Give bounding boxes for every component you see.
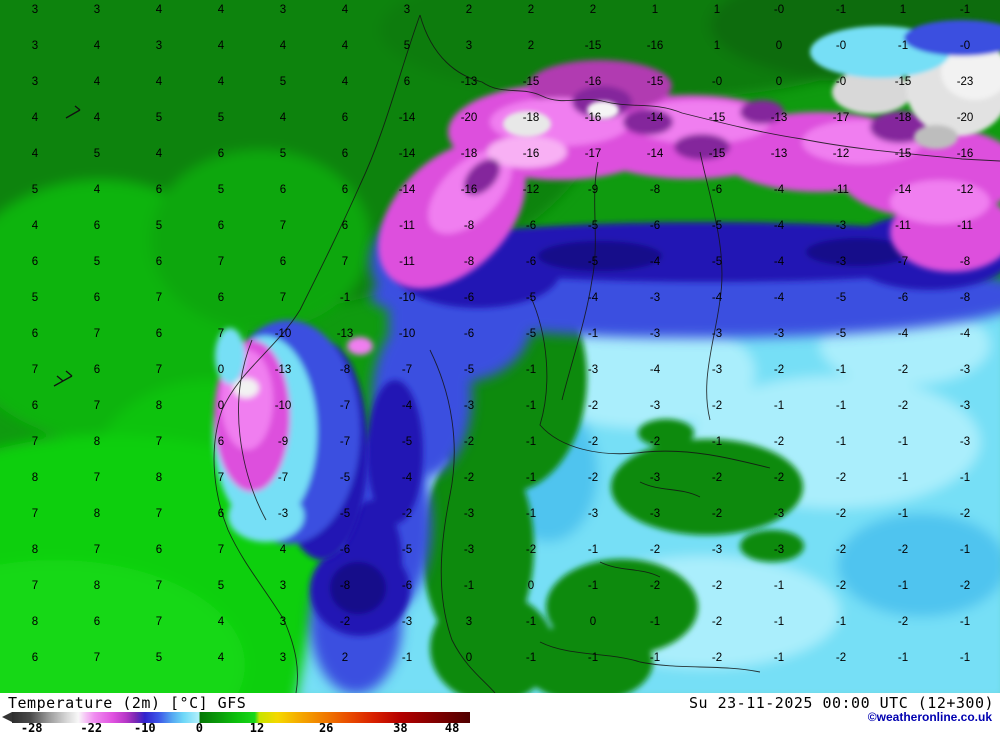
colorbar-tick-label: 0: [195, 721, 203, 733]
colorbar-tick-label: -10: [133, 721, 156, 733]
colorbar-tick-label: 26: [318, 721, 334, 733]
colorbar: [12, 712, 470, 723]
magenta-arctic-band-layer: [378, 60, 1000, 289]
colorbar-tick-label: -28: [20, 721, 43, 733]
colorbar-left-arrow-icon: [2, 712, 12, 722]
wind-barb-icon: [53, 105, 81, 387]
legend-bar: Temperature (2m) [°C] GFS Su 23-11-2025 …: [0, 693, 1000, 733]
coastline-contours: [213, 14, 1000, 693]
forecast-timestamp: Su 23-11-2025 00:00 UTC (12+300): [689, 694, 994, 712]
extreme-cold-white-spots-layer: [503, 20, 1000, 149]
colorbar-ticks: -28 -22 -10 0 12 26 38 48: [12, 721, 470, 733]
colorbar-tick-label: 38: [393, 721, 408, 733]
copyright-link[interactable]: ©weatheronline.co.uk: [867, 710, 992, 724]
temperature-map: 3 3 4 4 3 4 3 2 2 2 1 1 -0 -1 1 -1 3 4 3 4 4 4 5 3 2 -15 -16 1 0 -0 -1…: [0, 0, 1000, 693]
legend-title: Temperature (2m) [°C] GFS: [8, 694, 247, 712]
temperature-map-canvas: [0, 0, 1000, 693]
colorbar-tick-label: 12: [249, 721, 265, 733]
colorbar-tick-label: 48: [444, 721, 460, 733]
colorbar-tick-label: -22: [80, 721, 103, 733]
